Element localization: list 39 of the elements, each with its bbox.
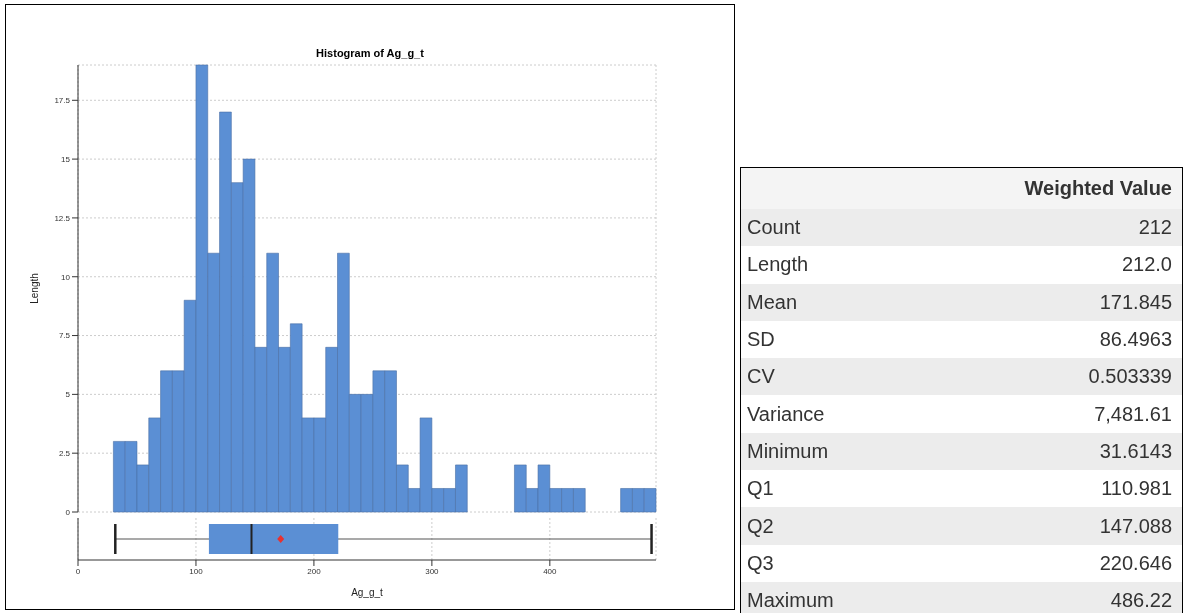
text: 110.981: [1101, 477, 1172, 500]
category-label: Count: [747, 216, 801, 240]
category-label: Length: [747, 253, 809, 277]
text: 147.088: [1099, 514, 1172, 537]
y-tick-label: 0: [65, 507, 71, 517]
y-tick-label: 7.5: [58, 331, 71, 341]
y-tick-label: 15: [61, 154, 71, 164]
category-label: Maximum: [747, 589, 834, 613]
category-label: CV: [747, 365, 775, 389]
text: 171.845: [1099, 290, 1172, 313]
y-tick-label: 2.5: [58, 449, 71, 459]
category-label: Q2: [747, 514, 774, 538]
text: 212: [1138, 216, 1172, 239]
text: 486.22: [1110, 589, 1172, 612]
y-tick-label: 17.5: [54, 96, 71, 106]
y-tick-label: 5: [65, 390, 71, 400]
x-axis-title: Ag_g_t: [351, 587, 384, 598]
x-tick-label: 100: [189, 566, 204, 576]
x-tick-label: 0: [75, 566, 81, 576]
y-axis-title: Length: [28, 273, 40, 304]
text: 7,481.61: [1094, 402, 1172, 425]
text: 86.4963: [1099, 328, 1172, 351]
text: 212.0: [1121, 253, 1172, 276]
y-tick-label: 12.5: [54, 213, 71, 223]
text: Weighted Value: [741, 168, 1182, 209]
text: 220.646: [1099, 551, 1172, 574]
chart-title: Histogram of Ag_g_t: [315, 47, 425, 59]
category-label: Q1: [747, 477, 774, 501]
x-tick-label: 200: [307, 566, 322, 576]
x-tick-label: 300: [425, 566, 440, 576]
category-label: Q3: [747, 551, 774, 575]
category-label: Variance: [747, 402, 825, 426]
category-label: Minimum: [747, 439, 829, 463]
y-tick-label: 10: [61, 272, 71, 282]
text: 31.6143: [1099, 439, 1172, 462]
x-tick-label: 400: [543, 566, 558, 576]
text: 0.503339: [1088, 365, 1172, 388]
category-label: Mean: [747, 290, 798, 314]
category-label: SD: [747, 328, 775, 352]
